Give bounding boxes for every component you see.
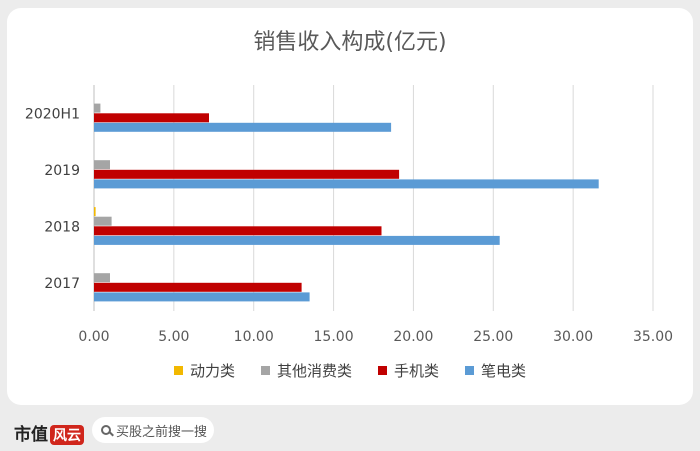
chart-card <box>7 8 693 405</box>
gridlines <box>93 85 654 311</box>
bar <box>94 169 400 179</box>
legend-label: 手机类 <box>394 362 440 380</box>
search-placeholder: 买股之前搜一搜 <box>116 424 208 440</box>
legend-item: 动力类 <box>173 360 235 381</box>
bar <box>94 179 599 189</box>
brand-logo[interactable]: 市值 风云 <box>14 420 84 445</box>
bar-chart: 2017 2018 2019 2020H1 0.00 5.00 10.00 15.00 20.… <box>25 85 673 345</box>
legend-item: 笔电类 <box>465 360 526 381</box>
category-labels: 2017 2018 2019 2020H1 <box>25 106 80 292</box>
x-tick-label: 10.00 <box>234 329 274 345</box>
bar <box>94 216 112 226</box>
legend-swatch <box>378 366 387 375</box>
x-tick-label: 15.00 <box>314 329 354 345</box>
footer-bar: 市值 风云 买股之前搜一搜 <box>0 412 700 451</box>
x-tick-label: 25.00 <box>473 329 513 345</box>
bar <box>94 113 209 123</box>
x-tick-label: 5.00 <box>158 329 189 345</box>
legend-swatch <box>465 366 475 375</box>
search-icon <box>101 425 111 435</box>
legend-label: 其他消费类 <box>276 362 352 380</box>
chart-legend: 动力类 其他消费类 手机类 笔电类 <box>0 360 700 381</box>
bar <box>94 292 310 302</box>
bar <box>94 282 302 292</box>
bar <box>94 207 96 217</box>
bar <box>94 273 110 283</box>
legend-item: 其他消费类 <box>260 360 352 381</box>
category-label: 2018 <box>44 219 80 235</box>
bar-group <box>94 103 599 302</box>
bar <box>94 160 110 170</box>
chart-title: 销售收入构成(亿元) <box>253 30 447 55</box>
bar <box>94 122 392 132</box>
bar <box>94 235 500 245</box>
category-label: 2020H1 <box>25 106 80 122</box>
bar <box>94 226 382 236</box>
legend-swatch <box>260 366 270 375</box>
bar <box>94 103 101 113</box>
x-tick-label: 35.00 <box>633 329 673 345</box>
category-label: 2019 <box>44 163 80 179</box>
brand-text: 市值 <box>14 425 48 445</box>
legend-swatch <box>173 366 183 375</box>
x-tick-label: 30.00 <box>553 329 593 345</box>
category-label: 2017 <box>44 276 80 292</box>
legend-label: 笔电类 <box>481 362 527 380</box>
brand-badge: 风云 <box>50 425 84 445</box>
x-tick-labels: 0.00 5.00 10.00 15.00 20.00 25.00 30.00 35.00 <box>78 329 673 345</box>
x-tick-label: 20.00 <box>393 329 433 345</box>
legend-label: 动力类 <box>189 362 235 380</box>
x-tick-label: 0.00 <box>78 329 109 345</box>
legend-item: 手机类 <box>378 360 439 381</box>
search-box[interactable]: 买股之前搜一搜 <box>92 417 214 443</box>
